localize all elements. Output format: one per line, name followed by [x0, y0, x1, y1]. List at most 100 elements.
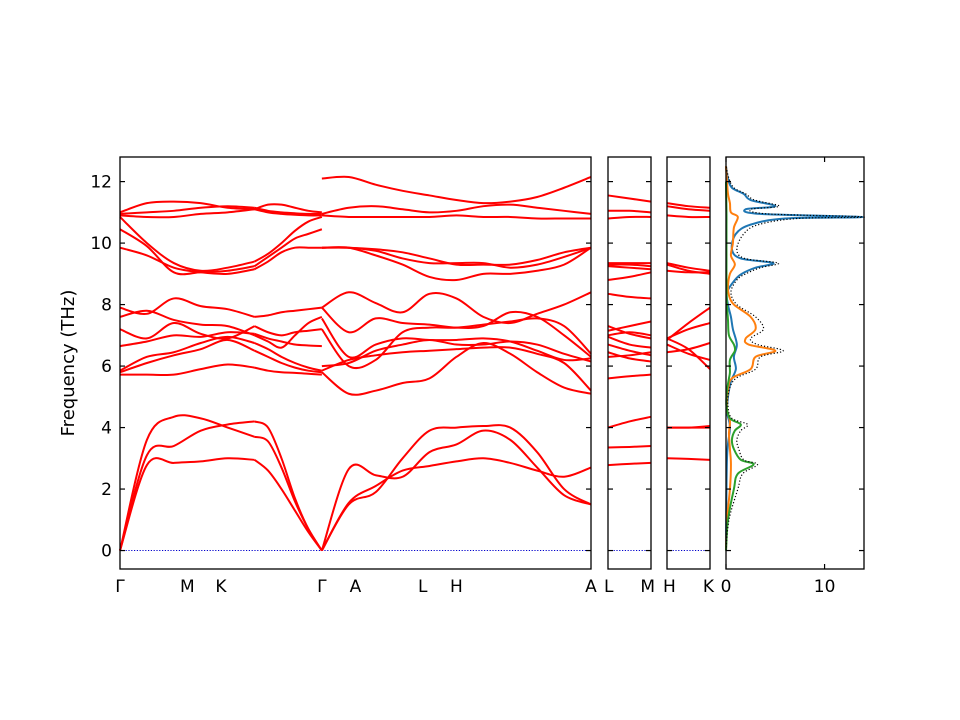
band-line: [666, 263, 711, 275]
band-line: [320, 424, 592, 552]
band-line: [666, 343, 711, 361]
band-line: [320, 457, 592, 552]
band-line: [119, 309, 255, 337]
dos-curve: [725, 166, 865, 551]
band-line: [321, 246, 592, 282]
band-line: [607, 320, 652, 332]
band-line: [119, 246, 255, 275]
band-line: [254, 315, 323, 349]
band-line: [254, 206, 322, 215]
band-line: [607, 335, 652, 349]
band-line: [607, 194, 652, 203]
x-tick-label: Γ: [317, 577, 327, 597]
dos-x-tick-label: 0: [721, 577, 732, 597]
band-line: [607, 445, 652, 449]
band-line: [321, 214, 591, 220]
band-line: [321, 306, 592, 358]
x-tick-label: K: [215, 577, 227, 597]
band-line: [321, 246, 592, 269]
band-line: [119, 228, 255, 276]
band-line: [666, 205, 711, 212]
panel-frame: [607, 156, 652, 570]
band-line: [607, 415, 652, 429]
band-line: [320, 429, 592, 551]
x-tick-label: H: [663, 577, 676, 597]
dos-curve: [725, 166, 777, 551]
band-line: [119, 322, 256, 340]
x-tick-label: H: [450, 577, 463, 597]
band-line: [254, 216, 323, 263]
band-line: [254, 228, 323, 267]
band-line: [607, 265, 652, 271]
band-line: [119, 457, 255, 551]
band-line: [666, 457, 711, 461]
band-line: [254, 435, 323, 552]
band-line: [119, 420, 255, 551]
band-line: [321, 317, 592, 362]
y-axis-label: Frequency (THz): [58, 290, 79, 437]
y-tick-label: 10: [90, 234, 112, 254]
band-line: [119, 205, 255, 215]
y-tick-label: 4: [101, 419, 112, 439]
band-line: [607, 461, 652, 467]
y-tick-label: 12: [90, 173, 112, 193]
band-line: [607, 373, 652, 380]
x-tick-label: A: [350, 577, 362, 597]
band-line: [321, 175, 592, 205]
band-line: [254, 325, 322, 337]
dos-frame: [725, 156, 865, 570]
band-line: [253, 459, 323, 552]
band-line: [119, 208, 255, 219]
x-tick-label: A: [585, 577, 597, 597]
band-line: [120, 363, 255, 377]
band-line: [119, 338, 255, 374]
band-line: [254, 203, 322, 214]
y-tick-label: 6: [101, 357, 112, 377]
band-line: [607, 351, 652, 358]
band-line: [666, 425, 711, 429]
band-line: [666, 262, 711, 272]
y-axis-title: Frequency (THz): [58, 290, 79, 437]
y-tick-label: 2: [101, 480, 112, 500]
x-tick-label: M: [640, 577, 655, 597]
band-line: [607, 209, 652, 214]
band-line: [321, 338, 592, 368]
band-line: [666, 322, 711, 340]
x-tick-label: Γ: [115, 577, 125, 597]
band-line: [119, 297, 255, 318]
band-line: [321, 346, 592, 392]
x-tick-label: K: [703, 577, 715, 597]
y-tick-label: 0: [101, 542, 112, 562]
panel-frame: [666, 156, 711, 570]
dos-panel: 0 10: [721, 156, 865, 597]
band-line: [666, 202, 711, 209]
band-line: [607, 351, 652, 363]
band-line: [254, 349, 322, 374]
band-line: [119, 414, 255, 551]
band-line: [607, 325, 652, 340]
dos-x-tick-label: 10: [814, 577, 836, 597]
dos-curve: [725, 166, 864, 551]
y-tick-label: 8: [101, 296, 112, 316]
band-line: [254, 208, 322, 217]
x-tick-label: L: [418, 577, 428, 597]
x-tick-label: M: [180, 577, 195, 597]
band-line: [119, 216, 255, 272]
panel-frame: [119, 156, 592, 570]
band-line: [321, 291, 592, 325]
band-line: [607, 292, 652, 300]
band-line: [607, 215, 652, 220]
band-line: [119, 331, 255, 348]
band-line: [607, 343, 652, 357]
band-line: [666, 214, 711, 219]
band-line: [321, 203, 592, 215]
band-line: [607, 331, 652, 337]
band-line: [607, 271, 652, 281]
band-line: [254, 246, 322, 271]
band-line: [666, 306, 711, 341]
x-tick-label: L: [604, 577, 614, 597]
band-line: [321, 342, 592, 396]
